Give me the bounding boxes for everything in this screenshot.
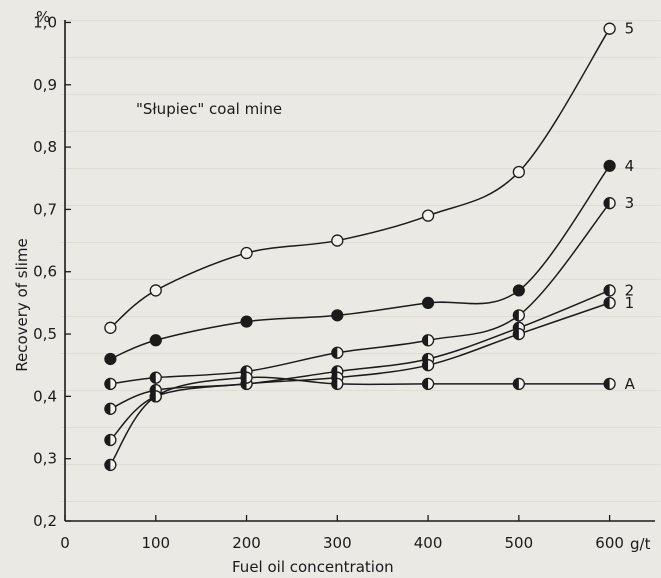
data-point (240, 246, 253, 260)
data-point (331, 346, 344, 359)
y-tick-label: 0,2 (33, 512, 57, 530)
data-point (104, 433, 117, 447)
series-label-2: 2 (625, 281, 635, 299)
x-axis-unit: g/t (630, 535, 651, 553)
data-point (104, 458, 117, 472)
data-point (240, 315, 253, 328)
x-tick-label: 500 (505, 534, 534, 552)
data-point (421, 359, 435, 372)
curve-4 (110, 165, 611, 360)
data-point (104, 352, 117, 366)
x-tick-label: 0 (60, 534, 70, 552)
data-point (149, 334, 162, 347)
x-tick-label: 200 (232, 534, 261, 552)
x-tick-label: 100 (141, 534, 170, 552)
data-point (603, 296, 616, 310)
data-point (603, 22, 616, 35)
data-point (603, 197, 616, 210)
y-tick-label: 0,5 (33, 325, 57, 343)
series-label-A: A (625, 375, 636, 393)
data-point (512, 377, 525, 391)
data-point (512, 309, 525, 322)
y-tick-label: 0,6 (33, 263, 57, 281)
data-point (421, 334, 435, 347)
curve-5 (109, 28, 611, 329)
data-point (512, 327, 525, 341)
x-tick-label: 300 (323, 534, 352, 552)
data-point (512, 284, 525, 297)
data-point (149, 371, 162, 384)
data-points (104, 22, 616, 472)
data-point (331, 377, 344, 391)
y-axis-unit: % (36, 8, 50, 26)
y-tick-label: 0,3 (33, 450, 57, 468)
x-axis-label: Fuel oil concentration (232, 558, 394, 576)
data-point (421, 209, 435, 222)
data-point (603, 284, 616, 297)
y-tick-label: 0,9 (33, 76, 57, 94)
y-tick-label: 1,0 (33, 13, 57, 31)
data-point (603, 159, 616, 172)
y-tick-label: 0,7 (33, 200, 57, 218)
data-point (149, 284, 162, 297)
curve-3 (110, 202, 611, 385)
series-label-1: 1 (625, 294, 635, 312)
data-point (603, 377, 616, 391)
data-point (104, 402, 117, 415)
data-point (331, 234, 344, 247)
y-axis-label: Recovery of slime (13, 238, 31, 372)
data-point (104, 321, 117, 334)
series-labels: 5 4 3 21 A (625, 20, 636, 393)
x-tick-label: 400 (414, 534, 443, 552)
data-point (240, 371, 253, 384)
data-point (104, 377, 117, 391)
series-label-5: 5 (625, 20, 635, 38)
series-label-4: 4 (625, 157, 635, 175)
x-tick-label: 600 (595, 534, 624, 552)
chart-annotation: "Słupiec" coal mine (136, 100, 282, 118)
data-point (421, 296, 435, 309)
data-point (149, 390, 162, 403)
data-point (421, 377, 435, 391)
y-tick-label: 0,8 (33, 138, 57, 156)
data-point (331, 309, 344, 322)
background-text (60, 20, 660, 502)
series-label-3: 3 (625, 194, 635, 212)
axes: 0 100 200 300 400 500 600 0,2 0,3 0,4 0,5 0,6 0,7 0,8… (33, 13, 655, 552)
data-point (512, 165, 525, 179)
curve-1 (109, 302, 610, 441)
y-tick-label: 0,4 (33, 387, 57, 405)
